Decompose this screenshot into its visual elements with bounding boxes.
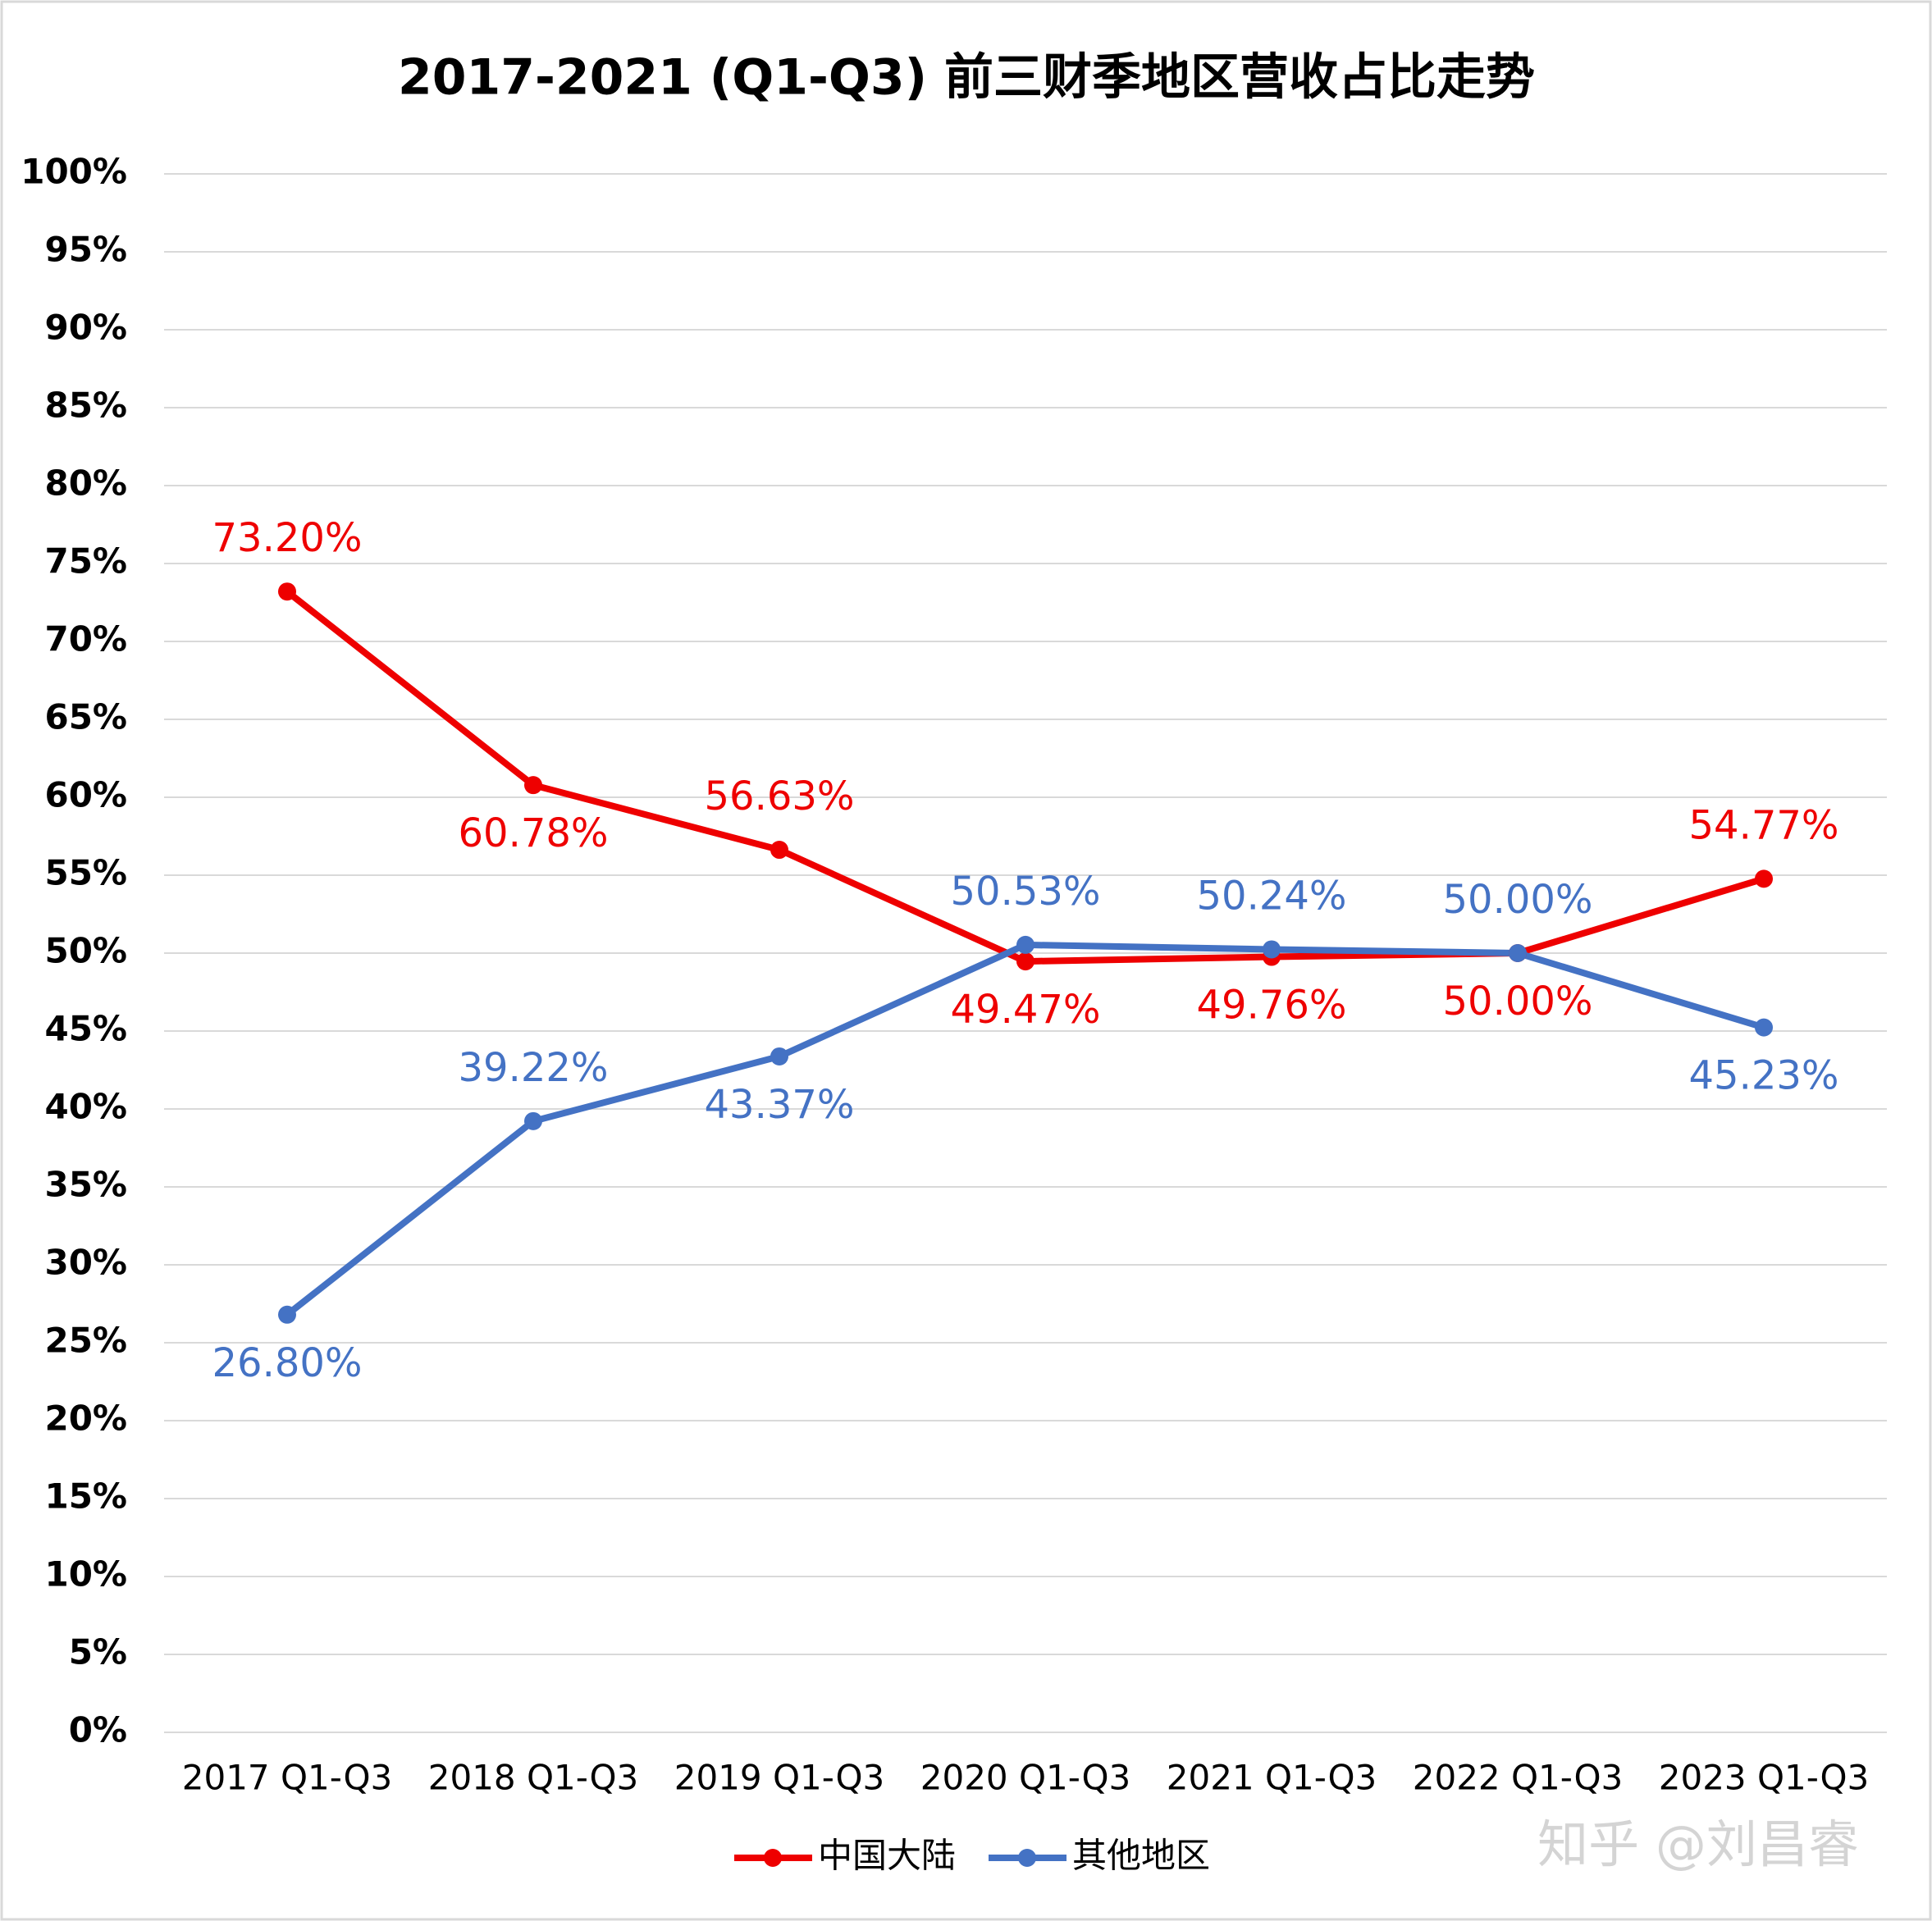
data-point <box>770 841 788 860</box>
y-tick-label: 85% <box>44 386 127 426</box>
data-point <box>1016 952 1035 971</box>
data-label: 73.20% <box>212 515 362 561</box>
legend-label: 中国大陆 <box>818 1836 956 1876</box>
y-tick-label: 10% <box>44 1554 127 1595</box>
data-point <box>1509 944 1527 962</box>
y-tick-label: 35% <box>44 1165 127 1205</box>
y-tick-label: 15% <box>44 1476 127 1517</box>
data-label: 49.47% <box>950 987 1100 1033</box>
y-tick-label: 70% <box>44 619 127 659</box>
x-tick-label: 2018 Q1-Q3 <box>428 1758 639 1798</box>
data-point <box>524 1111 542 1130</box>
y-tick-label: 75% <box>44 541 127 582</box>
data-label: 54.77% <box>1688 802 1838 848</box>
data-label: 39.22% <box>458 1045 608 1091</box>
legend-label: 其他地区 <box>1072 1836 1210 1876</box>
data-label: 50.24% <box>1196 873 1346 919</box>
x-tick-label: 2017 Q1-Q3 <box>182 1758 393 1798</box>
y-tick-label: 20% <box>44 1399 127 1439</box>
data-point <box>524 776 542 795</box>
x-tick-label: 2021 Q1-Q3 <box>1167 1758 1377 1798</box>
watermark: 知乎 @刘昌睿 <box>1537 1814 1859 1874</box>
legend-marker <box>1018 1849 1036 1867</box>
legend-marker <box>764 1849 782 1867</box>
y-tick-label: 25% <box>44 1321 127 1361</box>
data-label: 50.00% <box>1442 877 1592 923</box>
data-point <box>1755 1018 1773 1037</box>
y-tick-label: 45% <box>44 1009 127 1049</box>
y-tick-label: 65% <box>44 697 127 737</box>
data-point <box>278 582 296 601</box>
y-tick-label: 40% <box>44 1087 127 1127</box>
y-tick-label: 95% <box>44 230 127 270</box>
y-tick-label: 30% <box>44 1243 127 1283</box>
data-label: 45.23% <box>1688 1053 1838 1099</box>
data-point <box>278 1305 296 1324</box>
x-tick-label: 2023 Q1-Q3 <box>1659 1758 1870 1798</box>
y-tick-label: 60% <box>44 775 127 815</box>
y-tick-label: 80% <box>44 463 127 504</box>
data-point <box>770 1047 788 1065</box>
data-point <box>1263 940 1281 959</box>
x-tick-label: 2022 Q1-Q3 <box>1413 1758 1624 1798</box>
x-tick-label: 2020 Q1-Q3 <box>920 1758 1131 1798</box>
y-tick-label: 50% <box>44 931 127 971</box>
data-label: 50.53% <box>950 869 1100 915</box>
data-label: 50.00% <box>1442 979 1592 1024</box>
x-tick-label: 2019 Q1-Q3 <box>674 1758 885 1798</box>
data-label: 26.80% <box>212 1340 362 1386</box>
y-tick-label: 55% <box>44 853 127 893</box>
data-point <box>1016 935 1035 954</box>
chart-title: 2017-2021 (Q1-Q3) 前三财季地区营收占比走势 <box>398 49 1535 107</box>
y-tick-label: 90% <box>44 308 127 348</box>
y-tick-label: 0% <box>69 1710 127 1750</box>
y-tick-label: 5% <box>69 1632 127 1672</box>
data-label: 60.78% <box>458 810 608 856</box>
data-label: 43.37% <box>704 1082 854 1128</box>
data-point <box>1755 869 1773 888</box>
y-tick-label: 100% <box>21 152 127 192</box>
data-label: 56.63% <box>704 773 854 819</box>
data-label: 49.76% <box>1196 983 1346 1029</box>
